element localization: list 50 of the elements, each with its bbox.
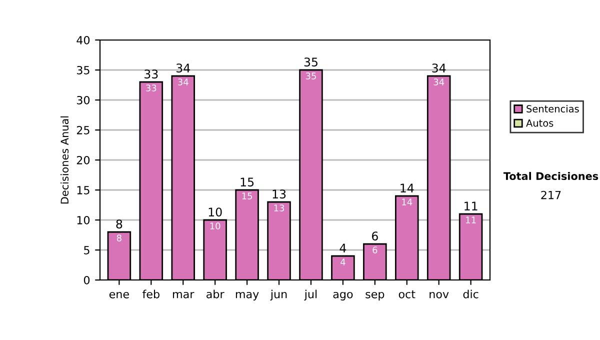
x-tick-label: ago	[333, 292, 353, 300]
data-label: 34	[178, 78, 188, 86]
data-label: 10	[210, 222, 220, 230]
y-tick-label: 0	[84, 276, 90, 284]
x-tick-label: dic	[463, 290, 478, 298]
x-tick-label: oct	[398, 290, 416, 298]
data-label: 35	[306, 72, 316, 80]
data-label: 13	[274, 204, 284, 212]
total-label: 13	[272, 190, 286, 199]
x-tick-label: abr	[206, 290, 224, 298]
text: Total Decisiones	[503, 172, 598, 180]
y-tick-label: 35	[76, 66, 90, 74]
x-tick-label: nov	[430, 292, 449, 298]
y-axis-title: Decisiones Anual	[60, 116, 69, 204]
text: 217	[541, 190, 561, 200]
total-label: 35	[304, 58, 318, 67]
x-tick-label: ene	[109, 292, 129, 298]
y-tick-label: 40	[76, 36, 90, 44]
x-tick-label: jun	[270, 290, 287, 300]
y-tick-label: 30	[76, 96, 90, 104]
y-tick-label: 15	[77, 186, 90, 194]
data-label: 34	[434, 78, 444, 86]
data-label: 6	[372, 246, 378, 254]
x-tick-label: may	[236, 292, 259, 300]
x-tick-label: jul	[304, 290, 317, 300]
total-label: 15	[240, 178, 254, 187]
x-tick-label: sep	[366, 292, 384, 300]
data-label: 33	[146, 84, 156, 92]
total-label: 33	[144, 70, 158, 79]
y-tick-label: 25	[76, 126, 90, 134]
total-label: 10	[208, 208, 222, 217]
x-tick-label: mar	[173, 292, 194, 298]
y-tick-label: 20	[76, 156, 90, 164]
y-tick-label: 10	[77, 216, 90, 224]
total-label: 34	[432, 64, 446, 73]
total-label: 14	[400, 184, 414, 192]
data-label: 11	[466, 216, 476, 224]
total-label: 4	[340, 244, 346, 252]
total-label: 8	[116, 220, 122, 229]
x-tick-label: feb	[142, 290, 160, 298]
legend-label: Sentencias	[526, 104, 579, 112]
legend-label: Autos	[526, 120, 554, 127]
y-tick-label: 5	[84, 246, 90, 254]
total-label: 6	[372, 232, 378, 241]
data-label: 14	[402, 198, 412, 206]
data-label: 8	[116, 234, 122, 242]
data-label: 15	[242, 192, 252, 200]
total-label: 11	[464, 202, 478, 210]
total-label: 34	[176, 64, 190, 73]
data-label: 4	[340, 258, 346, 266]
